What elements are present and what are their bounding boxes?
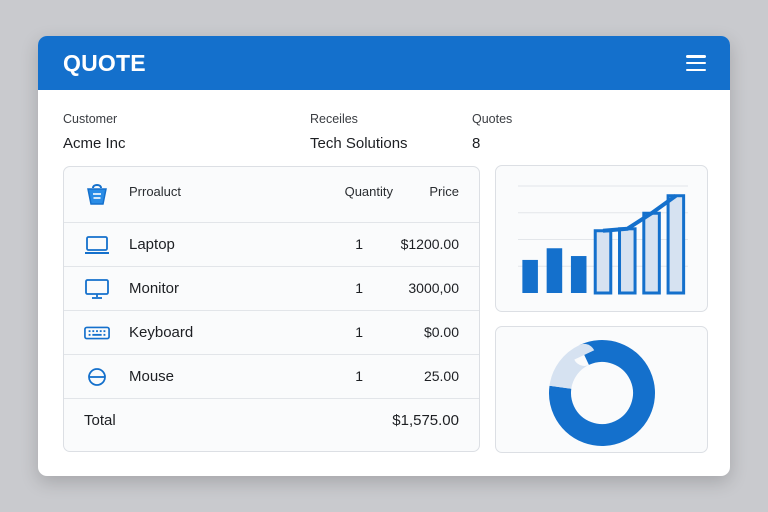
shopping-bag-icon — [84, 183, 110, 205]
product-price: $1200.00 — [400, 236, 459, 252]
monitor-icon — [84, 278, 110, 300]
product-qty: 1 — [355, 368, 363, 384]
customer-label: Customer — [63, 112, 118, 126]
mouse-icon — [84, 366, 110, 388]
col-price[interactable]: Price — [429, 184, 459, 199]
bar-3 — [570, 256, 587, 293]
quotes-label: Quotes — [472, 112, 513, 126]
receiles-label: Receiles — [310, 112, 358, 126]
product-price: 25.00 — [423, 368, 459, 384]
product-qty: 1 — [355, 324, 363, 340]
product-name: Laptop — [129, 236, 175, 253]
bar-chart — [518, 185, 688, 295]
product-name: Monitor — [129, 280, 180, 297]
total-label: Total — [84, 412, 116, 429]
trend-line — [602, 194, 678, 233]
quote-window: QUOTE Customer Acme Inc Receiles Tech So… — [38, 36, 730, 476]
product-price: 3000,00 — [408, 280, 459, 296]
app-header: QUOTE — [38, 36, 730, 90]
table-header-row: Prroaluct Quantity Price — [64, 167, 479, 223]
col-product[interactable]: Prroaluct — [129, 184, 182, 199]
bar-4 — [593, 229, 613, 295]
product-name: Mouse — [129, 368, 175, 385]
receiles-info: Receiles Tech Solutions — [310, 112, 408, 152]
bar-chart-card — [495, 165, 708, 312]
customer-value: Acme Inc — [63, 135, 126, 152]
donut-slice-0 — [549, 340, 655, 446]
laptop-icon — [84, 234, 110, 256]
donut-chart — [549, 340, 655, 446]
total-row: Total $1,575.00 — [64, 399, 479, 451]
total-value: $1,575.00 — [392, 412, 459, 429]
products-table: Prroaluct Quantity Price Laptop 1 $1200.… — [63, 166, 480, 452]
table-row[interactable]: Mouse 1 25.00 — [64, 355, 479, 399]
product-qty: 1 — [355, 280, 363, 296]
quotes-info: Quotes 8 — [472, 112, 512, 152]
customer-info: Customer Acme Inc — [63, 112, 126, 152]
bar-1 — [522, 259, 538, 293]
quote-info: Customer Acme Inc Receiles Tech Solution… — [38, 112, 730, 152]
quotes-value: 8 — [472, 135, 481, 152]
keyboard-icon — [84, 322, 110, 344]
bar-7 — [666, 194, 686, 295]
bar-2 — [546, 248, 563, 293]
donut-slice-1 — [549, 340, 655, 446]
donut-chart-card — [495, 326, 708, 453]
bar-5 — [618, 227, 637, 295]
table-row[interactable]: Laptop 1 $1200.00 — [64, 223, 479, 267]
page-title: QUOTE — [63, 49, 146, 76]
receiles-value: Tech Solutions — [310, 135, 408, 152]
bar-6 — [642, 211, 661, 295]
product-name: Keyboard — [129, 324, 194, 341]
table-row[interactable]: Monitor 1 3000,00 — [64, 267, 479, 311]
table-row[interactable]: Keyboard 1 $0.00 — [64, 311, 479, 355]
product-qty: 1 — [355, 236, 363, 252]
product-price: $0.00 — [423, 324, 459, 340]
col-quantity[interactable]: Quantity — [344, 184, 393, 199]
hamburger-menu-icon[interactable] — [686, 55, 706, 71]
